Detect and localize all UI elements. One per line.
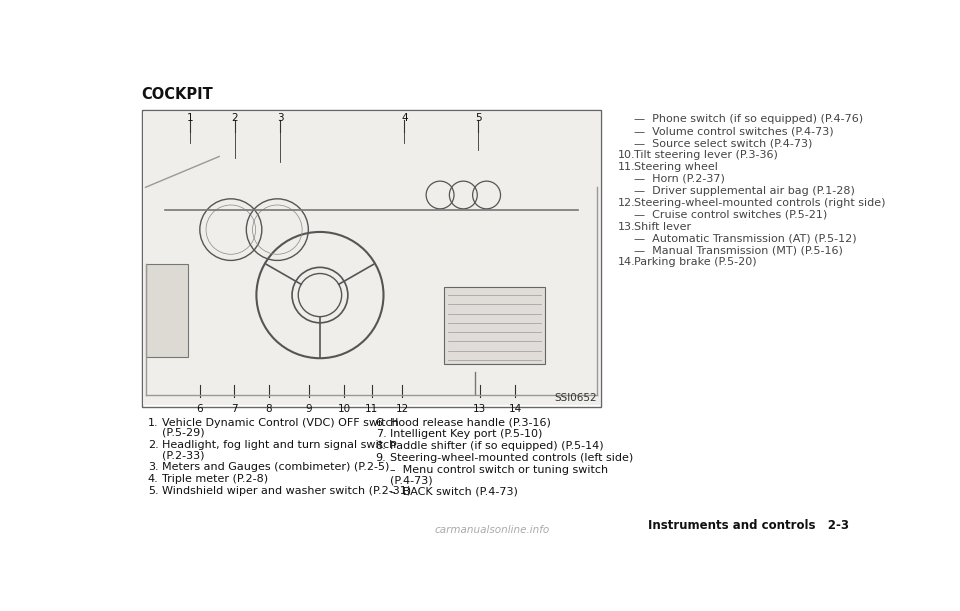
Text: —  Cruise control switches (P.5-21): — Cruise control switches (P.5-21) <box>634 210 828 219</box>
Text: COCKPIT: COCKPIT <box>142 87 213 102</box>
Text: 8.: 8. <box>375 441 387 452</box>
Text: 10.: 10. <box>617 150 636 160</box>
Text: Vehicle Dynamic Control (VDC) OFF switch: Vehicle Dynamic Control (VDC) OFF switch <box>162 417 398 428</box>
Text: carmanualsonline.info: carmanualsonline.info <box>434 525 550 535</box>
Text: (P.5-29): (P.5-29) <box>162 428 204 438</box>
Text: 2: 2 <box>231 112 238 123</box>
Text: Shift lever: Shift lever <box>634 222 691 232</box>
Text: —  Automatic Transmission (AT) (P.5-12): — Automatic Transmission (AT) (P.5-12) <box>634 233 856 243</box>
Text: (P.2-33): (P.2-33) <box>162 450 204 460</box>
Text: 14: 14 <box>509 404 522 414</box>
Text: —  Manual Transmission (MT) (P.5-16): — Manual Transmission (MT) (P.5-16) <box>634 246 843 255</box>
Text: 11.: 11. <box>617 162 636 172</box>
Bar <box>444 287 544 364</box>
Text: —  Source select switch (P.4-73): — Source select switch (P.4-73) <box>634 138 812 148</box>
Text: 9: 9 <box>306 404 312 414</box>
Text: 7: 7 <box>230 404 237 414</box>
Bar <box>143 112 600 405</box>
Text: 4: 4 <box>401 112 408 123</box>
Text: Parking brake (P.5-20): Parking brake (P.5-20) <box>634 257 756 268</box>
Text: 13.: 13. <box>617 222 636 232</box>
Text: Tilt steering lever (P.3-36): Tilt steering lever (P.3-36) <box>634 150 778 160</box>
Text: Instruments and controls   2-3: Instruments and controls 2-3 <box>647 519 849 532</box>
Text: Paddle shifter (if so equipped) (P.5-14): Paddle shifter (if so equipped) (P.5-14) <box>390 441 603 452</box>
Text: 2.: 2. <box>148 440 158 450</box>
Text: 12: 12 <box>396 404 409 414</box>
Text: 5: 5 <box>475 112 481 123</box>
Text: —  Volume control switches (P.4-73): — Volume control switches (P.4-73) <box>634 126 833 136</box>
Text: Steering-wheel-mounted controls (right side): Steering-wheel-mounted controls (right s… <box>634 198 885 208</box>
Text: 7.: 7. <box>375 430 387 439</box>
Text: Hood release handle (P.3-16): Hood release handle (P.3-16) <box>390 417 551 428</box>
Text: 8: 8 <box>266 404 272 414</box>
Text: SSI0652: SSI0652 <box>554 393 596 403</box>
Text: (P.4-73): (P.4-73) <box>390 475 432 486</box>
Text: 3.: 3. <box>148 462 158 472</box>
Text: –  BACK switch (P.4-73): – BACK switch (P.4-73) <box>390 486 517 496</box>
Text: 1.: 1. <box>148 417 158 428</box>
Bar <box>146 265 188 357</box>
Bar <box>142 110 601 407</box>
Text: —  Driver supplemental air bag (P.1-28): — Driver supplemental air bag (P.1-28) <box>634 186 854 196</box>
Text: 3: 3 <box>277 112 284 123</box>
Text: —  Phone switch (if so equipped) (P.4-76): — Phone switch (if so equipped) (P.4-76) <box>634 114 863 124</box>
Text: —  Horn (P.2-37): — Horn (P.2-37) <box>634 174 725 184</box>
Text: Steering-wheel-mounted controls (left side): Steering-wheel-mounted controls (left si… <box>390 453 633 463</box>
Text: Windshield wiper and washer switch (P.2-31): Windshield wiper and washer switch (P.2-… <box>162 486 411 496</box>
Text: Meters and Gauges (combimeter) (P.2-5): Meters and Gauges (combimeter) (P.2-5) <box>162 462 389 472</box>
Text: 13: 13 <box>473 404 486 414</box>
Text: 12.: 12. <box>617 198 636 208</box>
Text: Intelligent Key port (P.5-10): Intelligent Key port (P.5-10) <box>390 430 542 439</box>
Text: Steering wheel: Steering wheel <box>634 162 718 172</box>
Text: 6.: 6. <box>375 417 386 428</box>
Text: 9.: 9. <box>375 453 387 463</box>
Text: –  Menu control switch or tuning switch: – Menu control switch or tuning switch <box>390 465 608 475</box>
Text: 10: 10 <box>337 404 350 414</box>
Text: Headlight, fog light and turn signal switch: Headlight, fog light and turn signal swi… <box>162 440 396 450</box>
Text: 4.: 4. <box>148 474 158 484</box>
Text: 1: 1 <box>186 112 193 123</box>
Text: Triple meter (P.2-8): Triple meter (P.2-8) <box>162 474 268 484</box>
Text: 6: 6 <box>197 404 204 414</box>
Text: 5.: 5. <box>148 486 158 496</box>
Text: 14.: 14. <box>617 257 636 268</box>
Text: 11: 11 <box>365 404 378 414</box>
